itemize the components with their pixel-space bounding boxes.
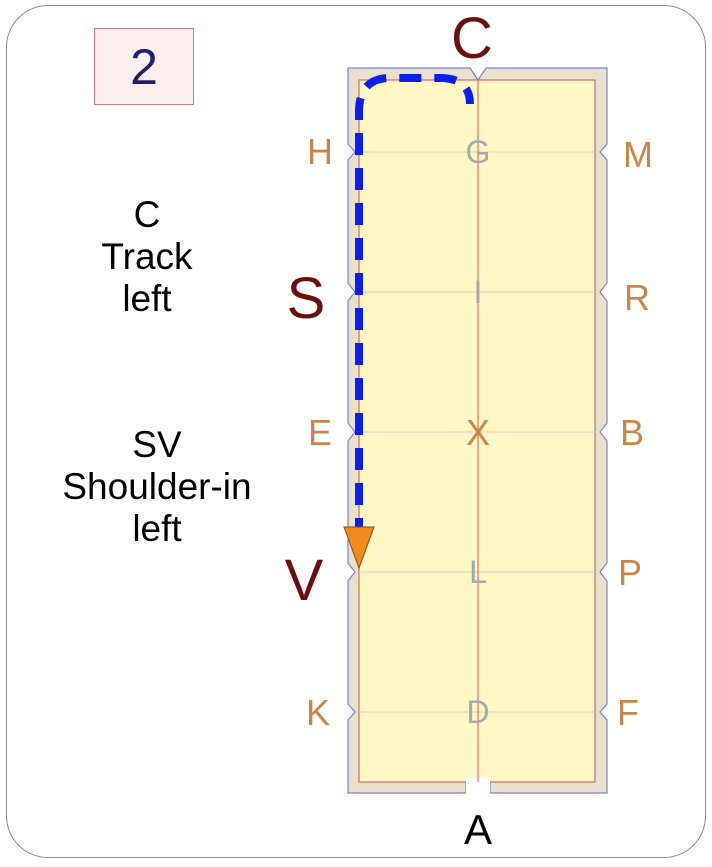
- letter-top: C: [451, 6, 493, 71]
- letter-bottom: A: [464, 806, 492, 853]
- letter-right-p: P: [618, 552, 642, 593]
- letter-left-e: E: [308, 412, 332, 453]
- arena-gridlines: [359, 151, 595, 713]
- instruction-line: C: [133, 194, 161, 235]
- instruction-line: Track: [101, 236, 193, 277]
- letter-right-f: F: [617, 692, 639, 733]
- letter-center-x: X: [466, 412, 490, 453]
- direction-arrow: [343, 526, 375, 570]
- instruction-line: left: [122, 278, 172, 319]
- letter-center-i: I: [474, 274, 483, 310]
- letter-right-b: B: [620, 412, 644, 453]
- letter-left-h: H: [307, 131, 333, 172]
- instruction-block-1: C Track left: [72, 194, 222, 320]
- letter-right-m: M: [623, 134, 653, 175]
- letter-center-l: L: [469, 554, 487, 590]
- letter-center-d: D: [466, 694, 489, 730]
- instruction-block-2: SV Shoulder-in left: [22, 424, 292, 550]
- instruction-line: SV: [132, 424, 182, 465]
- step-number: 2: [130, 38, 158, 95]
- step-number-badge: 2: [94, 28, 194, 105]
- letter-right-r: R: [624, 277, 650, 318]
- instruction-line: left: [132, 508, 182, 549]
- instruction-line: Shoulder-in: [62, 466, 252, 507]
- arena-entrance-gap: [466, 778, 490, 794]
- arena-sand: [358, 79, 596, 783]
- letter-left-s: S: [287, 266, 326, 331]
- letter-center-g: G: [466, 134, 491, 170]
- letter-left-k: K: [306, 692, 330, 733]
- movement-path: [355, 74, 474, 540]
- letter-left-v: V: [285, 548, 324, 613]
